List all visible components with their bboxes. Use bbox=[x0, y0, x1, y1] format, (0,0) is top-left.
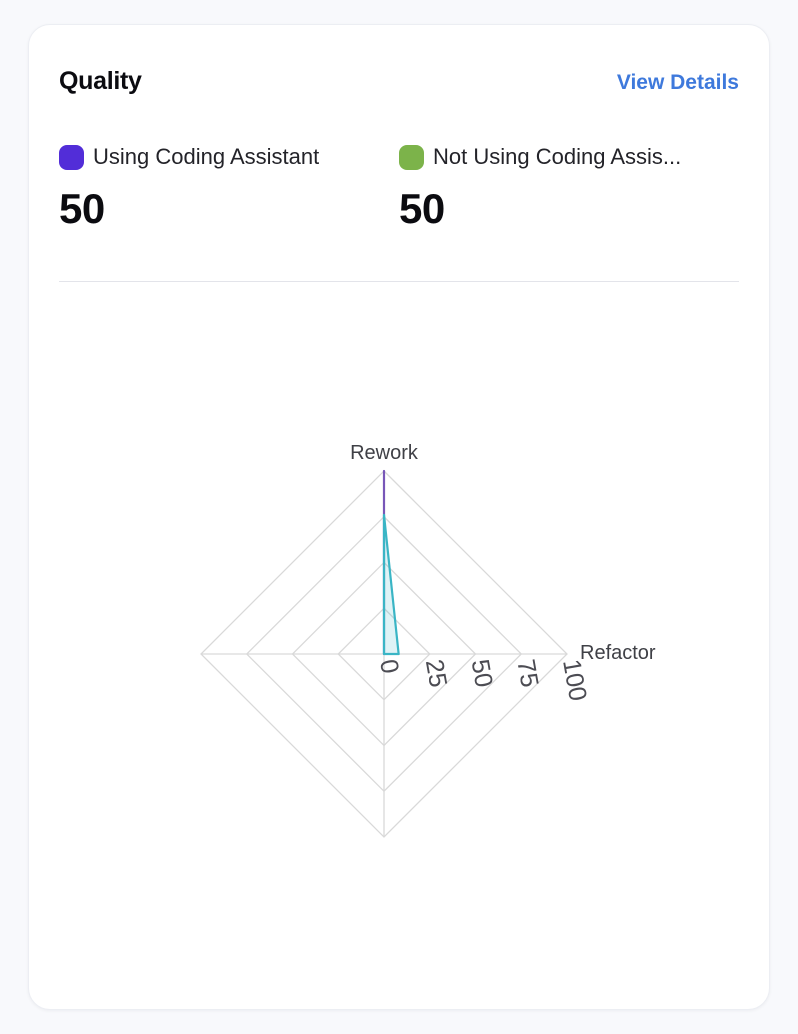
legend-swatch-green bbox=[399, 144, 424, 170]
metric-value: 50 bbox=[59, 185, 105, 232]
card-header: Quality View Details bbox=[59, 67, 739, 96]
metric-not-using-assistant: Not Using Coding Assis... 50 bbox=[399, 144, 739, 233]
tick-label-100: 100 bbox=[557, 657, 592, 703]
metric-using-assistant: Using Coding Assistant 50 bbox=[59, 144, 399, 233]
axis-label-refactor: Refactor bbox=[580, 642, 656, 664]
legend-label: Not Using Coding Assis... bbox=[433, 144, 682, 169]
axis-label-rework: Rework bbox=[350, 442, 419, 464]
tick-label-0: 0 bbox=[374, 657, 404, 676]
page-title: Quality bbox=[59, 67, 142, 95]
quality-card: Quality View Details Using Coding Assist… bbox=[28, 24, 770, 1010]
metrics-row: Using Coding Assistant 50 Not Using Codi… bbox=[59, 144, 739, 233]
legend-label: Using Coding Assistant bbox=[93, 144, 320, 169]
view-details-link[interactable]: View Details bbox=[616, 71, 739, 94]
radar-series-not-using-assistant bbox=[382, 513, 400, 656]
tick-label-50: 50 bbox=[466, 657, 498, 689]
divider bbox=[59, 281, 739, 282]
tick-label-75: 75 bbox=[511, 657, 543, 689]
legend-swatch-purple bbox=[59, 144, 84, 170]
legend-item-using-assistant[interactable]: Using Coding Assistant bbox=[59, 144, 399, 170]
legend-item-not-using-assistant[interactable]: Not Using Coding Assis... bbox=[399, 144, 739, 170]
metric-value: 50 bbox=[399, 185, 445, 232]
radar-chart: Rework Refactor 0 25 50 75 100 bbox=[200, 442, 656, 838]
tick-label-25: 25 bbox=[420, 657, 452, 689]
